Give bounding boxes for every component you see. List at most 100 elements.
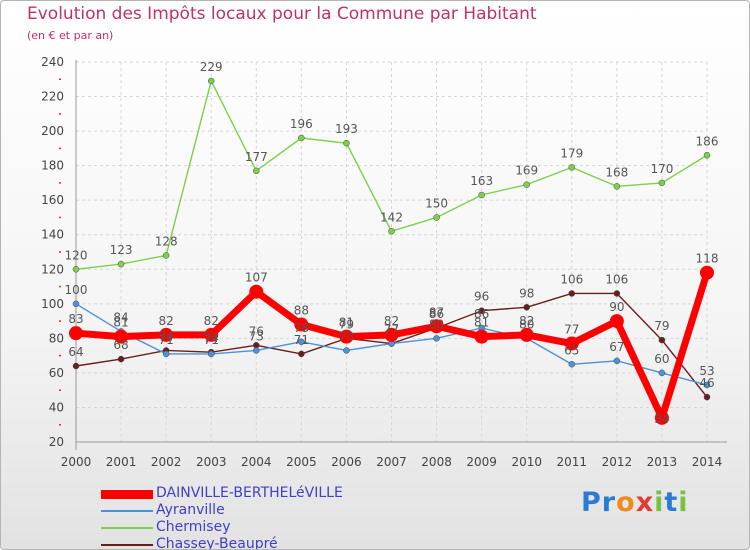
data-point bbox=[703, 393, 711, 401]
data-point bbox=[523, 181, 530, 188]
grid bbox=[75, 61, 708, 443]
data-point bbox=[703, 152, 711, 159]
legend-swatch bbox=[101, 510, 153, 512]
x-tick-label: 2002 bbox=[151, 455, 182, 469]
data-label: 118 bbox=[696, 252, 719, 266]
x-tick-label: 2003 bbox=[196, 455, 227, 469]
data-label: 79 bbox=[654, 319, 669, 333]
data-point bbox=[568, 290, 576, 297]
data-label: 65 bbox=[564, 343, 579, 357]
data-point bbox=[249, 284, 264, 299]
data-label: 71 bbox=[159, 333, 174, 347]
data-label: 106 bbox=[560, 272, 583, 286]
data-point bbox=[339, 329, 354, 344]
data-label: 77 bbox=[564, 323, 579, 337]
legend-swatch bbox=[101, 544, 153, 546]
data-point bbox=[294, 317, 309, 332]
data-label: 53 bbox=[699, 364, 714, 378]
y-tick-label: 60 bbox=[49, 366, 64, 380]
y-tick-label: 220 bbox=[41, 90, 64, 104]
data-label: 81 bbox=[113, 316, 128, 330]
data-point bbox=[72, 362, 80, 370]
logo-letter: i bbox=[654, 487, 665, 518]
data-label: 96 bbox=[474, 290, 489, 304]
data-label: 170 bbox=[650, 162, 673, 176]
data-label: 86 bbox=[429, 307, 444, 321]
x-tick-label: 2004 bbox=[241, 455, 272, 469]
data-point bbox=[568, 361, 576, 368]
data-point bbox=[343, 139, 350, 147]
data-label: 77 bbox=[384, 323, 399, 337]
data-label: 82 bbox=[204, 314, 219, 328]
data-label: 120 bbox=[65, 248, 88, 262]
data-label: 106 bbox=[605, 272, 628, 286]
data-point bbox=[654, 410, 669, 425]
chart-title: Evolution des Impôts locaux pour la Comm… bbox=[27, 4, 537, 24]
legend-label: Chassey-Beaupré bbox=[156, 536, 278, 550]
data-label: 74 bbox=[204, 331, 219, 345]
data-point bbox=[474, 329, 489, 344]
data-label: 179 bbox=[560, 146, 583, 160]
data-point bbox=[700, 265, 714, 280]
data-label: 79 bbox=[339, 317, 354, 331]
x-tick-label: 2013 bbox=[647, 455, 678, 469]
data-point bbox=[162, 252, 170, 259]
y-tick-label: 20 bbox=[49, 435, 64, 449]
data-point bbox=[204, 327, 219, 342]
data-point bbox=[114, 329, 129, 344]
data-label: 76 bbox=[249, 324, 264, 338]
data-label: 177 bbox=[245, 150, 268, 164]
data-point bbox=[613, 290, 621, 297]
data-label: 168 bbox=[605, 165, 628, 179]
data-label: 128 bbox=[155, 234, 178, 248]
x-tick-label: 2006 bbox=[331, 455, 362, 469]
x-tick-label: 2001 bbox=[106, 455, 137, 469]
data-point bbox=[433, 335, 440, 342]
data-point bbox=[388, 228, 395, 235]
data-point bbox=[478, 191, 485, 199]
data-point bbox=[298, 350, 305, 358]
logo-letter: x bbox=[635, 487, 655, 518]
data-label: 100 bbox=[65, 283, 88, 297]
data-point bbox=[72, 266, 80, 273]
data-label: 196 bbox=[290, 117, 313, 131]
data-label: 82 bbox=[384, 314, 399, 328]
data-label: 150 bbox=[425, 196, 448, 210]
data-label: 107 bbox=[245, 271, 268, 285]
data-point bbox=[658, 179, 666, 187]
data-label: 123 bbox=[110, 243, 133, 257]
data-point bbox=[159, 327, 174, 342]
logo-letter: P bbox=[581, 487, 602, 518]
data-point bbox=[703, 381, 711, 389]
data-point bbox=[117, 260, 125, 268]
data-label: 80 bbox=[429, 317, 444, 331]
legend-label: Ayranville bbox=[156, 502, 225, 518]
data-point bbox=[298, 134, 305, 142]
data-point bbox=[384, 327, 399, 342]
data-point bbox=[523, 304, 530, 311]
logo-letter: o bbox=[616, 487, 636, 518]
y-tick-label: 80 bbox=[49, 331, 64, 345]
data-label: 81 bbox=[474, 316, 489, 330]
data-label: 169 bbox=[515, 164, 538, 178]
data-label: 82 bbox=[519, 314, 534, 328]
legend-swatch bbox=[101, 527, 153, 529]
data-point bbox=[478, 307, 485, 314]
data-label: 193 bbox=[335, 122, 358, 136]
x-tick-label: 2009 bbox=[466, 455, 497, 469]
data-point bbox=[613, 183, 621, 190]
y-tick-label: 140 bbox=[41, 228, 64, 242]
logo-letter: i bbox=[678, 487, 689, 518]
y-tick-label: 200 bbox=[41, 124, 64, 138]
legend-label: DAINVILLE-BERTHELéVILLE bbox=[156, 485, 343, 501]
y-tick-label: 100 bbox=[41, 297, 64, 311]
data-label: 73 bbox=[339, 329, 354, 343]
data-point bbox=[658, 336, 666, 344]
proxiti-logo: Proxiti bbox=[581, 487, 689, 518]
series-layer bbox=[69, 77, 714, 425]
chart-subtitle: (en € et par an) bbox=[27, 29, 114, 42]
